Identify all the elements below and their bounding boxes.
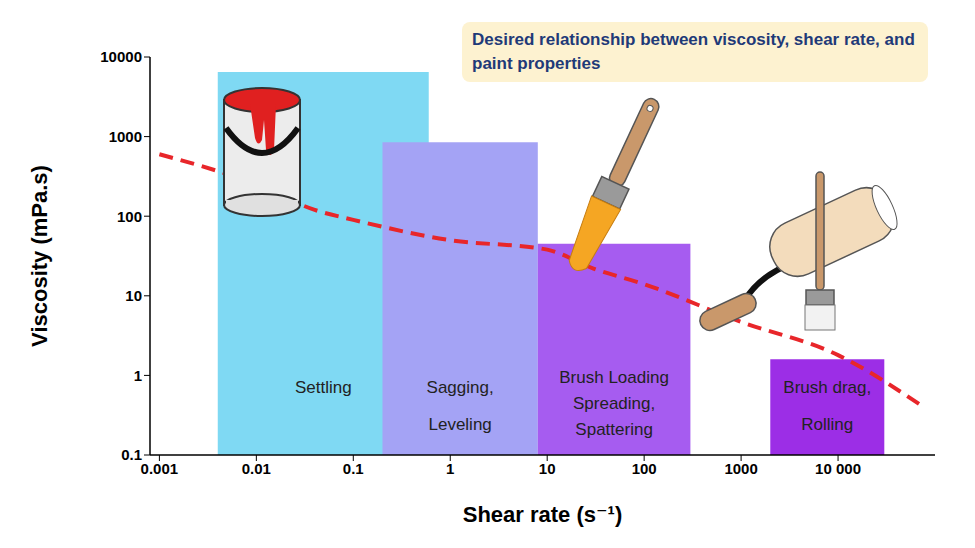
svg-text:10: 10: [539, 460, 556, 477]
svg-text:1000: 1000: [109, 128, 142, 145]
svg-text:10 000: 10 000: [815, 460, 861, 477]
svg-text:10000: 10000: [100, 48, 142, 65]
svg-text:Brush LoadingSpreading,Spatter: Brush LoadingSpreading,Spattering: [559, 368, 669, 439]
svg-text:0.1: 0.1: [343, 460, 364, 477]
svg-text:1: 1: [134, 367, 142, 384]
svg-text:1: 1: [446, 460, 454, 477]
svg-text:0.001: 0.001: [141, 460, 179, 477]
html-text:Desired relationship between v: Desired relationship between viscosity, …: [472, 30, 915, 73]
svg-text:100: 100: [632, 460, 657, 477]
svg-text:Brush drag,Rolling: Brush drag,Rolling: [783, 378, 871, 434]
svg-text:100: 100: [117, 208, 142, 225]
svg-text:0.01: 0.01: [242, 460, 271, 477]
svg-text:Shear rate (s⁻¹): Shear rate (s⁻¹): [463, 502, 623, 527]
svg-text:10: 10: [125, 287, 142, 304]
svg-text:Viscosity (mPa.s): Viscosity (mPa.s): [27, 165, 52, 347]
svg-text:0.1: 0.1: [121, 446, 142, 463]
svg-text:Sagging,Leveling: Sagging,Leveling: [427, 378, 494, 434]
svg-text:Settling: Settling: [295, 378, 352, 397]
svg-text:1000: 1000: [724, 460, 757, 477]
